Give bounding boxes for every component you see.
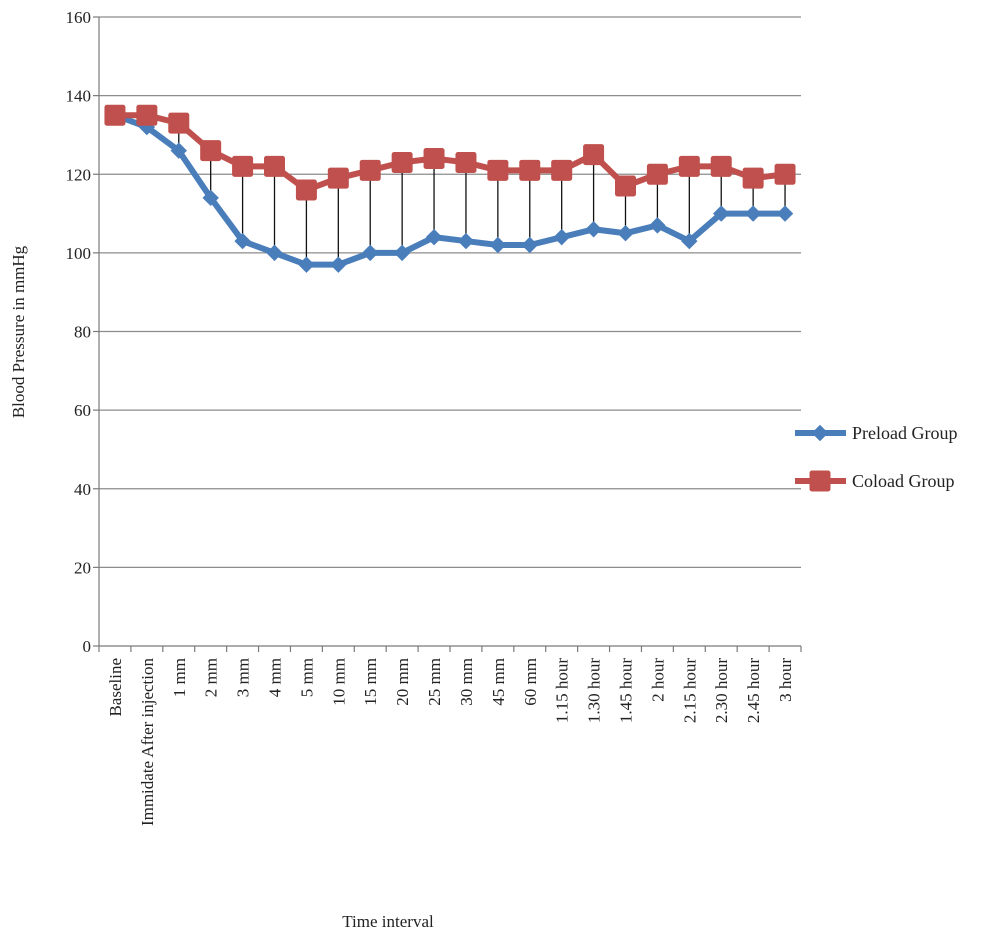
x-tick-label: 2.15 hour: [680, 658, 699, 724]
data-point: [776, 205, 794, 222]
y-tick-label: 60: [74, 401, 91, 420]
series-lines: [104, 104, 796, 273]
y-tick-label: 40: [74, 480, 91, 499]
y-tick-label: 100: [66, 244, 92, 263]
data-point: [298, 256, 315, 273]
data-point: [104, 104, 126, 126]
x-axis-title: Time interval: [342, 912, 434, 931]
legend: Preload Group Coload Group: [795, 423, 957, 492]
x-tick-label: 3 hour: [776, 658, 795, 702]
x-tick-label: 1.15 hour: [553, 658, 572, 724]
data-point: [168, 112, 190, 134]
x-tick-label: 3 mm: [234, 658, 253, 697]
y-tick-label: 20: [74, 558, 91, 577]
legend-marker: [811, 424, 829, 442]
x-tick-label: Baseline: [106, 658, 125, 717]
data-point: [359, 159, 381, 181]
data-point: [425, 228, 443, 246]
y-tick-label: 160: [66, 8, 92, 27]
data-point: [234, 232, 251, 250]
data-point: [521, 236, 538, 254]
data-point: [327, 167, 349, 189]
x-tick-label: 2.30 hour: [712, 658, 731, 724]
y-axis-ticks: 0 20 40 60 80 100 120 140 160: [66, 8, 99, 656]
x-tick-label: 2 mm: [202, 658, 221, 697]
data-point: [649, 217, 666, 234]
y-axis-title: Blood Pressure in mmHg: [9, 245, 28, 418]
data-point: [457, 232, 475, 250]
data-point: [266, 244, 283, 262]
series-coload-group: [104, 104, 796, 201]
series-line: [111, 112, 789, 268]
legend-label: Preload Group: [852, 423, 957, 443]
data-point: [551, 159, 573, 181]
data-point: [583, 144, 605, 166]
legend-marker: [809, 470, 831, 492]
data-point: [264, 155, 285, 177]
x-tick-label: 60 mm: [521, 658, 540, 706]
x-tick-label: 5 mm: [297, 658, 316, 697]
series-line: [111, 112, 789, 193]
data-point: [681, 232, 698, 250]
data-point: [200, 140, 222, 162]
x-tick-label: 30 mm: [457, 658, 476, 706]
x-tick-label: 2 hour: [648, 658, 667, 702]
x-tick-label: 45 mm: [489, 658, 508, 706]
x-tick-label: 20 mm: [393, 658, 412, 706]
data-point: [585, 221, 602, 238]
y-tick-label: 80: [74, 323, 91, 342]
data-point: [713, 205, 730, 222]
series-preload-group: [106, 107, 794, 273]
x-tick-label: Immidate After injection: [138, 658, 157, 827]
data-point: [646, 163, 668, 185]
x-tick-label: 4 mm: [266, 658, 285, 697]
data-point: [170, 142, 187, 159]
x-tick-label: 1 mm: [170, 658, 189, 697]
x-tick-label: 2.45 hour: [744, 658, 763, 724]
data-point: [423, 148, 445, 170]
data-point: [487, 159, 509, 181]
data-point: [232, 155, 254, 177]
data-point: [519, 159, 541, 181]
data-point: [774, 163, 796, 185]
data-point: [362, 244, 379, 262]
data-point: [202, 189, 219, 207]
legend-item: Coload Group: [795, 470, 955, 492]
y-tick-label: 120: [66, 165, 92, 184]
data-point: [295, 179, 317, 201]
x-tick-label: 1.45 hour: [617, 658, 636, 724]
x-tick-label: 25 mm: [425, 658, 444, 706]
data-point: [615, 175, 636, 197]
x-tick-label: 15 mm: [361, 658, 380, 706]
data-point: [455, 151, 477, 173]
data-point: [710, 155, 732, 177]
x-tick-label: 10 mm: [329, 658, 348, 706]
data-point: [393, 244, 411, 262]
gridlines: [98, 16, 801, 647]
y-tick-label: 0: [83, 637, 92, 656]
data-point: [678, 155, 700, 177]
data-point: [489, 236, 507, 254]
x-axis-ticks: Baseline Immidate After injection 1 mm 2 mm…: [98, 646, 802, 827]
data-point: [136, 104, 158, 126]
data-point: [391, 151, 413, 173]
data-point: [330, 256, 347, 273]
data-point: [744, 205, 762, 222]
legend-label: Coload Group: [852, 471, 955, 491]
y-tick-label: 140: [66, 87, 92, 106]
data-point: [742, 167, 764, 189]
x-tick-label: 1.30 hour: [585, 658, 604, 724]
legend-item: Preload Group: [795, 423, 957, 443]
data-point: [553, 228, 570, 246]
data-point: [617, 225, 634, 242]
